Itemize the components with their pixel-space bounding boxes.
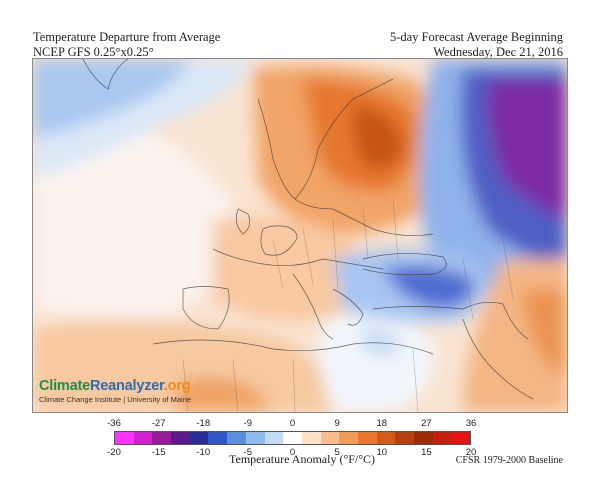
fahrenheit-tick-label: -27 <box>151 418 166 429</box>
celsius-tick-label: -10 <box>196 447 211 458</box>
legend-swatch <box>133 432 153 444</box>
map-title: Temperature Departure from Average NCEP … <box>33 30 220 60</box>
brand-logo-part-2: Reanalyzer <box>89 378 164 394</box>
fahrenheit-tick-label: 0 <box>289 418 296 429</box>
legend-swatch <box>414 432 433 444</box>
coastlines <box>82 59 534 400</box>
celsius-tick-label: 15 <box>421 447 432 458</box>
legend-swatch <box>395 432 414 444</box>
legend-swatch <box>451 432 471 444</box>
fahrenheit-tick-label: 18 <box>376 418 388 429</box>
celsius-tick-label: 20 <box>465 447 477 458</box>
legend-swatch <box>115 432 134 444</box>
legend-swatch <box>208 432 228 444</box>
baseline-note: CFSR 1979-2000 Baseline <box>455 455 563 466</box>
legend-swatch <box>376 432 396 444</box>
legend-swatch <box>320 432 340 444</box>
country-borders <box>182 198 514 412</box>
legend-swatch <box>357 432 377 444</box>
celsius-tick-label: -20 <box>107 447 121 458</box>
forecast-line-2: Wednesday, Dec 21, 2016 <box>433 45 563 59</box>
fahrenheit-tick-label: 9 <box>334 418 340 429</box>
fahrenheit-tick-label: -18 <box>196 418 211 429</box>
fahrenheit-tick-label: 27 <box>421 418 432 429</box>
legend-swatch <box>301 432 321 444</box>
brand-logo-part-3: .org <box>163 378 191 394</box>
title-line-1: Temperature Departure from Average <box>33 30 221 44</box>
celsius-tick-label: 0 <box>289 447 296 458</box>
title-line-2: NCEP GFS 0.25°x0.25° <box>33 45 154 59</box>
anomaly-map: ClimateReanalyzer.org Climate Change Ins… <box>32 58 568 413</box>
color-legend: -36 -27 -18 -9 0 9 18 27 36 -20 -15 -10 -5 0 5 10 15 20 <box>107 418 476 458</box>
forecast-line-1: 5-day Forecast Average Beginning <box>390 30 563 44</box>
celsius-tick-label: -5 <box>243 447 253 458</box>
legend-swatch <box>189 432 209 444</box>
celsius-ticks: -20 -15 -10 -5 0 5 10 15 20 <box>107 447 476 458</box>
legend-swatch <box>339 432 358 444</box>
anomaly-field <box>33 59 567 412</box>
legend-swatch <box>152 432 172 444</box>
legend-swatch <box>432 432 452 444</box>
legend-swatch <box>245 432 265 444</box>
legend-swatch <box>283 432 302 444</box>
brand-logo: ClimateReanalyzer.org <box>39 378 191 394</box>
map-canvas <box>33 59 567 412</box>
legend-swatch <box>227 432 246 444</box>
legend-title: Temperature Anomaly (°F/°C) <box>229 452 376 466</box>
fahrenheit-tick-label: 36 <box>465 418 477 429</box>
legend-colorbar <box>114 431 471 445</box>
celsius-tick-label: 10 <box>376 447 388 458</box>
celsius-tick-label: -15 <box>151 447 166 458</box>
legend-swatch <box>171 432 190 444</box>
forecast-info: 5-day Forecast Average Beginning Wednesd… <box>390 30 563 60</box>
fahrenheit-ticks: -36 -27 -18 -9 0 9 18 27 36 <box>107 418 476 429</box>
brand-subtitle: Climate Change Institute | University of… <box>39 395 192 404</box>
legend-swatch <box>264 432 284 444</box>
brand-logo-part-1: Climate <box>39 378 90 394</box>
brand: ClimateReanalyzer.org Climate Change Ins… <box>39 378 191 404</box>
fahrenheit-tick-label: -36 <box>107 418 121 429</box>
celsius-tick-label: 5 <box>334 447 340 458</box>
fahrenheit-tick-label: -9 <box>243 418 253 429</box>
